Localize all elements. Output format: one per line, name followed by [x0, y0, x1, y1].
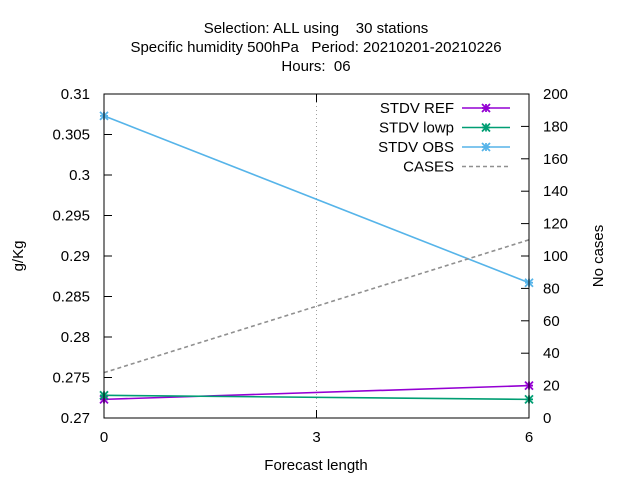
legend-label-cases: CASES	[403, 159, 454, 176]
legend-label-stdv-lowp: STDV lowp	[379, 120, 454, 137]
series-line-cases	[103, 239, 530, 374]
y2-tick-label: 60	[543, 313, 560, 330]
y2-tick-label: 200	[543, 86, 568, 103]
x-tick-label: 6	[525, 429, 533, 446]
y-tick-label: 0.305	[52, 127, 90, 144]
legend: STDV REF STDV lowp STDV OBS CASES	[378, 100, 510, 176]
title-line-2: Specific humidity 500hPa Period: 2021020…	[130, 39, 501, 56]
y2-tick-label: 100	[543, 248, 568, 265]
y2-tick-label: 180	[543, 118, 568, 135]
y2-tick-label: 160	[543, 151, 568, 168]
series-line-stdv-obs	[103, 115, 530, 284]
legend-marker-stdv-obs	[481, 142, 491, 152]
legend-marker-stdv-ref	[481, 103, 491, 113]
x-axis-label: Forecast length	[264, 457, 367, 474]
series-line-stdv-lowp	[103, 394, 530, 401]
plot-frame	[103, 93, 530, 419]
legend-marker-stdv-lowp	[481, 122, 491, 133]
y-tick-label: 0.31	[61, 86, 90, 103]
y-tick-label: 0.28	[61, 329, 90, 346]
series-lines	[99, 111, 534, 405]
x-tick-labels: 0 3 6	[100, 429, 533, 446]
y-tick-label: 0.3	[69, 167, 90, 184]
title-line-1: Selection: ALL using 30 stations	[204, 20, 429, 37]
y-tick-label: 0.29	[61, 248, 90, 265]
y-tick-label: 0.275	[52, 370, 90, 387]
x-tick-label: 3	[312, 429, 320, 446]
legend-label-stdv-ref: STDV REF	[380, 100, 454, 117]
y-tick-labels: 0.27 0.275 0.28 0.285 0.29 0.295 0.3 0.305 0.31	[52, 86, 90, 427]
y-axis-label: g/Kg	[10, 241, 27, 272]
y2-tick-label: 40	[543, 345, 560, 362]
y2-tick-label: 0	[543, 410, 551, 427]
y2-tick-label: 20	[543, 378, 560, 395]
legend-label-stdv-obs: STDV OBS	[378, 139, 454, 156]
y2-tick-label: 120	[543, 216, 568, 233]
y2-axis-label: No cases	[590, 225, 607, 288]
x-tick-label: 0	[100, 429, 108, 446]
series-line-stdv-ref	[103, 384, 530, 401]
chart-title: Selection: ALL using 30 stations Specifi…	[130, 20, 501, 75]
y2-tick-label: 140	[543, 183, 568, 200]
y-tick-label: 0.27	[61, 410, 90, 427]
y2-tick-labels: 0 20 40 60 80 100 120 140 160 180 200	[543, 86, 568, 427]
y2-tick-label: 80	[543, 280, 560, 297]
y-tick-label: 0.295	[52, 208, 90, 225]
title-line-3: Hours: 06	[281, 58, 350, 75]
y-tick-label: 0.285	[52, 289, 90, 306]
